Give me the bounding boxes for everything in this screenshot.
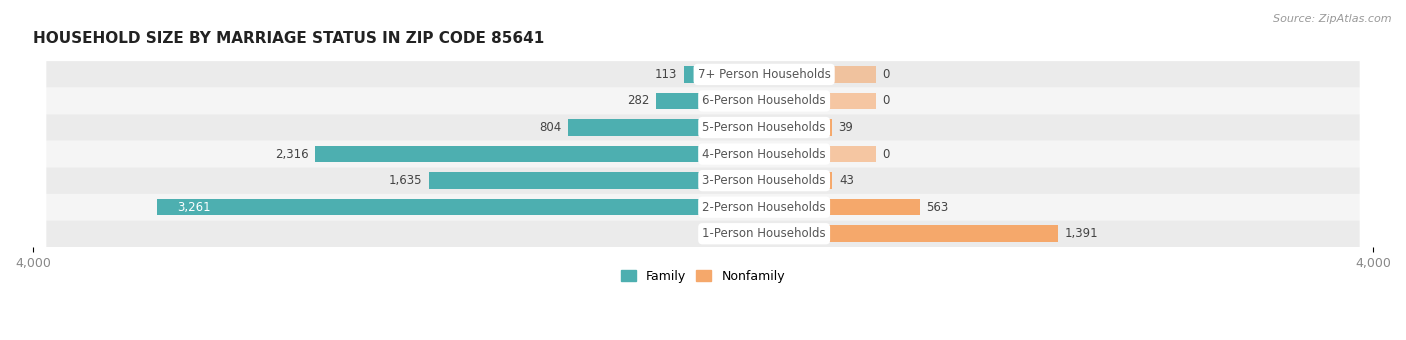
FancyBboxPatch shape: [46, 194, 1360, 220]
Bar: [655, 93, 703, 109]
Text: 1,391: 1,391: [1064, 227, 1098, 240]
Bar: [825, 66, 876, 83]
FancyBboxPatch shape: [46, 220, 1360, 247]
Text: 2,316: 2,316: [274, 148, 308, 160]
FancyBboxPatch shape: [46, 141, 1360, 167]
Text: 804: 804: [540, 121, 561, 134]
Text: 0: 0: [882, 95, 890, 107]
Bar: [315, 146, 703, 162]
Text: 282: 282: [627, 95, 650, 107]
Text: 3,261: 3,261: [177, 201, 211, 214]
Text: 113: 113: [655, 68, 678, 81]
Legend: Family, Nonfamily: Family, Nonfamily: [616, 265, 790, 288]
Bar: [825, 172, 832, 189]
Text: 3-Person Households: 3-Person Households: [703, 174, 825, 187]
FancyBboxPatch shape: [46, 88, 1360, 114]
Bar: [156, 199, 703, 216]
FancyBboxPatch shape: [46, 167, 1360, 194]
Bar: [429, 172, 703, 189]
Text: 1,635: 1,635: [389, 174, 422, 187]
FancyBboxPatch shape: [46, 61, 1360, 88]
Text: 563: 563: [927, 201, 949, 214]
Bar: [825, 199, 920, 216]
Bar: [825, 225, 1059, 242]
Text: 6-Person Households: 6-Person Households: [703, 95, 825, 107]
Bar: [825, 119, 832, 136]
Text: 2-Person Households: 2-Person Households: [703, 201, 825, 214]
Bar: [825, 146, 876, 162]
Text: Source: ZipAtlas.com: Source: ZipAtlas.com: [1274, 14, 1392, 23]
Text: 5-Person Households: 5-Person Households: [703, 121, 825, 134]
Text: HOUSEHOLD SIZE BY MARRIAGE STATUS IN ZIP CODE 85641: HOUSEHOLD SIZE BY MARRIAGE STATUS IN ZIP…: [32, 31, 544, 46]
Text: 7+ Person Households: 7+ Person Households: [697, 68, 831, 81]
Text: 1-Person Households: 1-Person Households: [703, 227, 825, 240]
Text: 39: 39: [838, 121, 853, 134]
Text: 0: 0: [882, 148, 890, 160]
Text: 4-Person Households: 4-Person Households: [703, 148, 825, 160]
Bar: [825, 93, 876, 109]
FancyBboxPatch shape: [46, 114, 1360, 141]
Text: 0: 0: [882, 68, 890, 81]
Bar: [685, 66, 703, 83]
Text: 43: 43: [839, 174, 853, 187]
Bar: [568, 119, 703, 136]
